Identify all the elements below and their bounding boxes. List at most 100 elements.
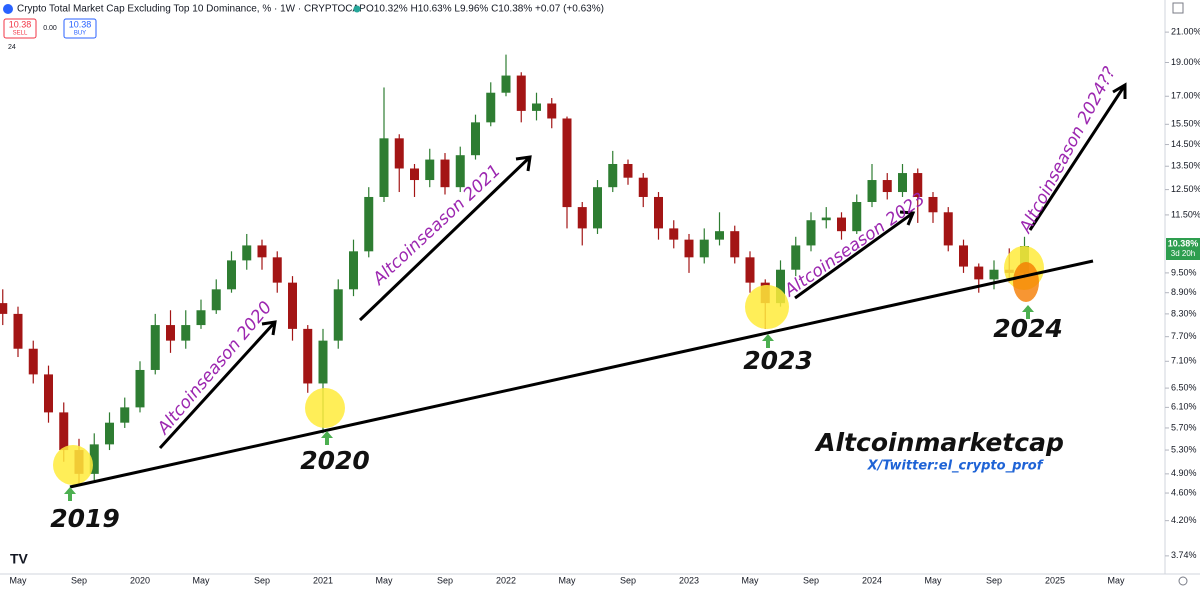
y-tick-label: 13.50% (1171, 161, 1200, 171)
candle-body (0, 303, 8, 314)
y-tick-label: 17.00% (1171, 91, 1200, 101)
buy-button[interactable] (63, 18, 97, 39)
x-tick-label: 2025 (1045, 575, 1065, 585)
x-tick-label: Sep (803, 575, 819, 585)
candle-body (562, 118, 572, 208)
candle-body (13, 313, 23, 349)
x-tick-label: 2024 (862, 575, 882, 585)
settings-button[interactable] (1172, 2, 1184, 14)
watermark-handle: X/Twitter:el_crypto_prof (867, 459, 1045, 474)
x-tick-label: May (741, 575, 759, 585)
header-ohlc: O10.32% H10.63% L9.96% C10.38% +0.07 (+0… (366, 4, 604, 15)
candle-body (623, 163, 633, 178)
candle-body (227, 260, 236, 290)
candle-body (349, 251, 358, 290)
y-tick-label: 14.50% (1171, 139, 1200, 149)
candle-body (852, 201, 862, 232)
price-tag-value: 10.38% (1168, 238, 1199, 248)
arrow (158, 320, 277, 450)
candle-body (882, 180, 892, 193)
candle-body (471, 122, 480, 156)
y-tick-label: 21.00% (1171, 26, 1200, 36)
sell-button[interactable] (3, 18, 37, 39)
x-tick-label: May (375, 575, 393, 585)
status-dot (353, 5, 361, 13)
x-tick-label: May (192, 575, 210, 585)
candle-body (730, 231, 740, 258)
x-axis: May Sep 2020 May Sep 2021 May Sep 2022 May Sep 2023… (9, 575, 1125, 585)
sell-price: 10.38 (9, 19, 32, 29)
candle-body (989, 269, 999, 280)
arrow (794, 210, 916, 300)
candle-body (242, 245, 252, 261)
candle-body (974, 266, 984, 280)
up-markers (64, 305, 1034, 501)
x-tick-label: 2023 (679, 575, 699, 585)
buy-price: 10.38 (69, 19, 92, 29)
y-tick-label: 8.90% (1171, 287, 1197, 297)
y-tick-label: 4.90% (1171, 468, 1197, 478)
header-title: Crypto Total Market Cap Excluding Top 10… (17, 4, 366, 15)
candle-body (486, 92, 496, 123)
candle-body (821, 217, 831, 221)
candle-body (410, 168, 419, 181)
candle-body (59, 412, 69, 451)
candle-body (684, 239, 694, 258)
candle-body (211, 289, 221, 311)
price-tag (1166, 238, 1200, 260)
highlight-circle (745, 285, 789, 329)
candle-body (638, 177, 648, 197)
y-tick-label: 8.30% (1171, 308, 1197, 318)
sell-label: SELL (13, 31, 28, 37)
y-tick-label: 5.70% (1171, 422, 1197, 432)
x-tick-label: Sep (71, 575, 87, 585)
candle-body (288, 282, 297, 329)
x-tick-label: Sep (986, 575, 1002, 585)
plot-area (0, 54, 1029, 487)
candle-body (257, 245, 267, 258)
candle-body (776, 269, 785, 304)
candle-body (333, 289, 343, 341)
y-tick-label: 9.50% (1171, 267, 1197, 277)
arrow (358, 155, 532, 322)
logo: TV (10, 551, 29, 567)
y-tick-label: 7.10% (1171, 356, 1197, 366)
settings-icon[interactable] (1178, 576, 1188, 586)
year-label: 2020 (300, 446, 370, 475)
x-tick-label: May (924, 575, 942, 585)
candle-body (89, 444, 99, 474)
y-tick-label: 6.10% (1171, 402, 1197, 412)
candle-body (150, 325, 160, 370)
x-tick-label: Sep (437, 575, 453, 585)
candle-body (28, 348, 38, 375)
up-marker (321, 431, 333, 445)
x-tick-label: May (558, 575, 576, 585)
candle-body (928, 196, 938, 213)
candle-body (272, 257, 282, 283)
candle-body (898, 173, 907, 193)
y-tick-label: 5.30% (1171, 444, 1197, 454)
watermark-title: Altcoinmarketcap (814, 428, 1064, 457)
candle-body (379, 138, 389, 197)
x-tick-label: Sep (620, 575, 636, 585)
x-tick-label: 2022 (496, 575, 516, 585)
spread: 0.00 (43, 25, 57, 32)
candle-body (318, 340, 328, 384)
up-marker (64, 487, 76, 501)
candle-body (791, 245, 801, 270)
candle-body (867, 180, 877, 202)
up-marker (762, 334, 774, 348)
candle-body (715, 231, 724, 240)
buy-label: BUY (74, 31, 86, 37)
candle-body (364, 196, 374, 252)
candle-body (120, 407, 130, 423)
candle-body (745, 257, 755, 283)
candle-body (181, 325, 191, 341)
y-tick-label: 11.50% (1171, 209, 1200, 219)
year-label: 2023 (743, 346, 813, 375)
candle-body (837, 217, 846, 232)
candle-body (44, 374, 53, 413)
